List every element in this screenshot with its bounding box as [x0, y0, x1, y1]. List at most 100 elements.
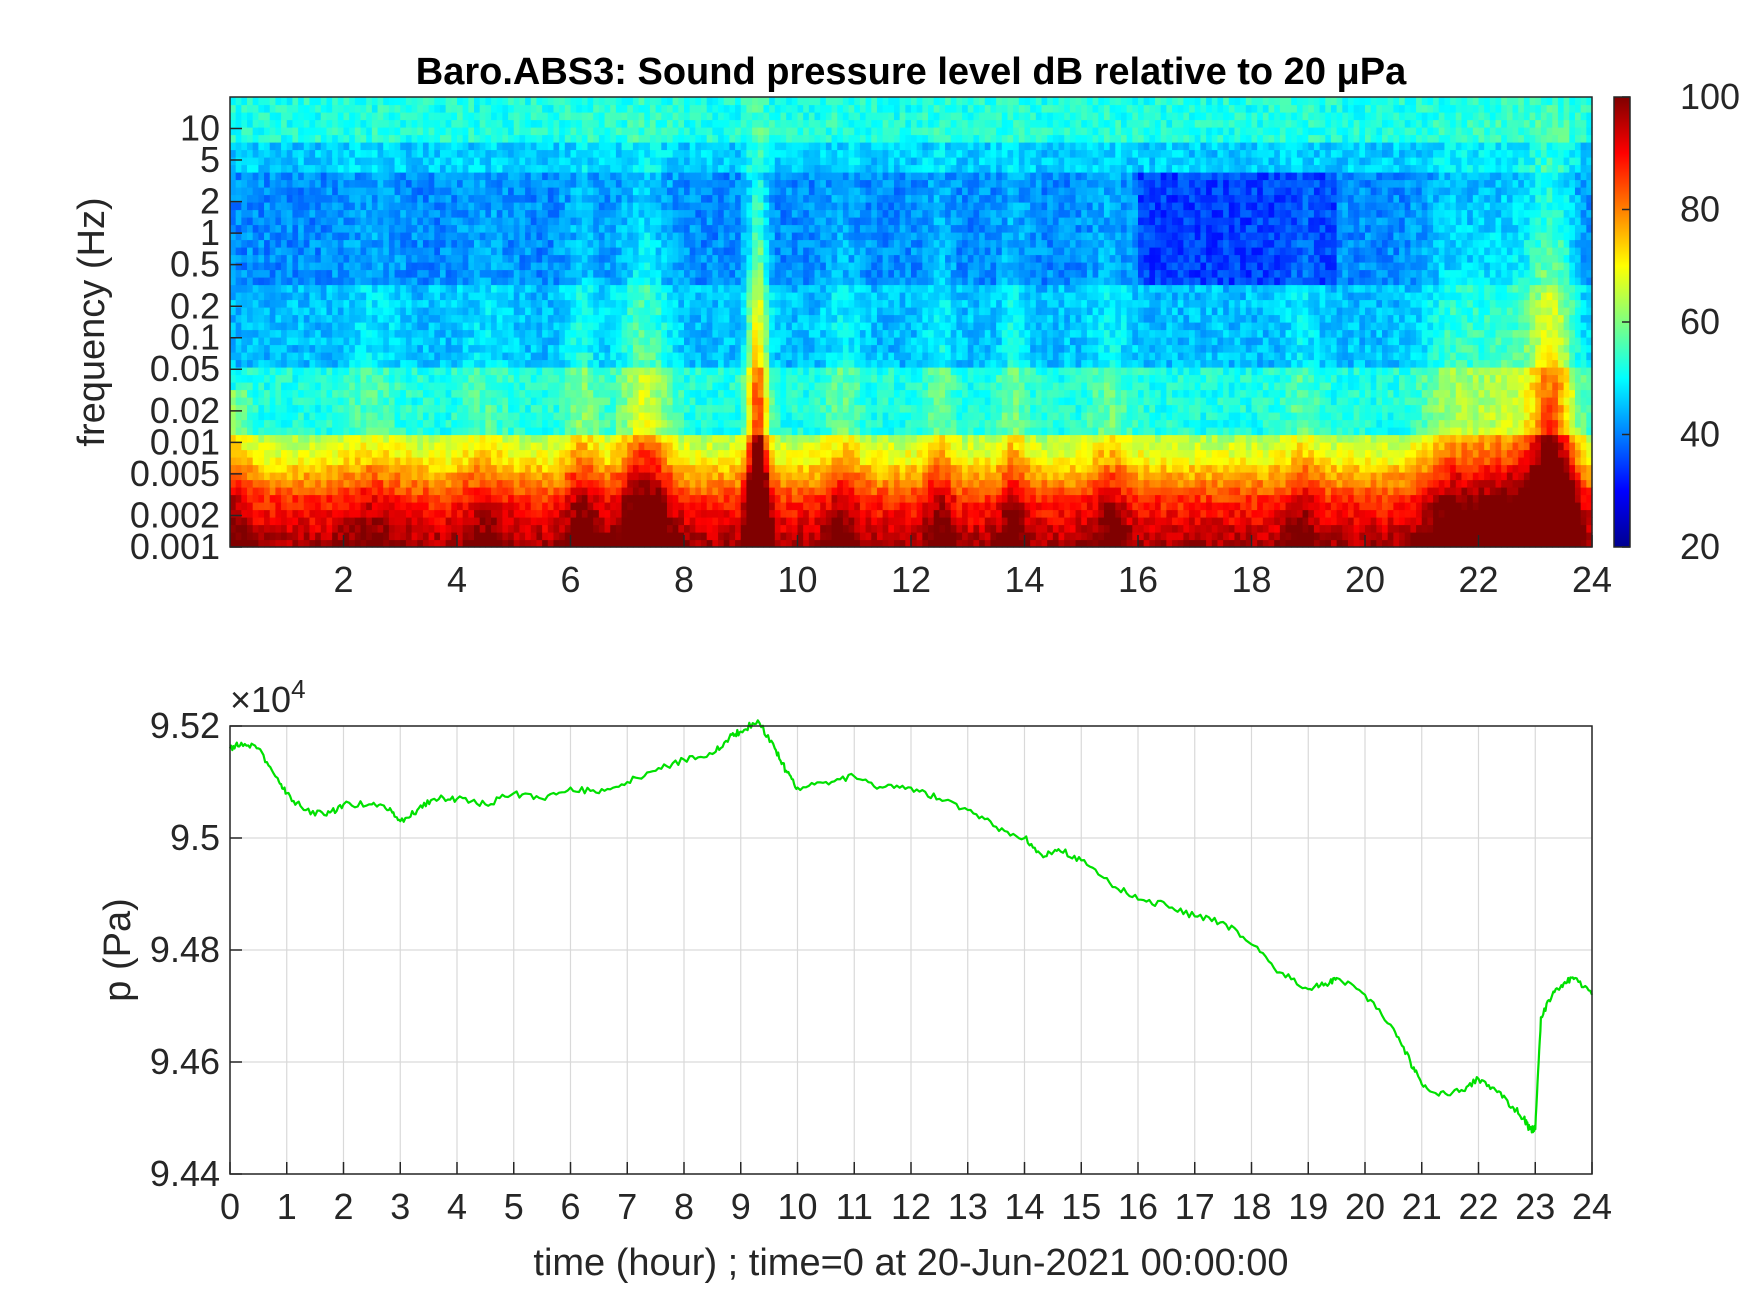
spectrogram-cell [496, 299, 503, 308]
spectrogram-cell [434, 172, 441, 181]
spectrogram-cell [332, 344, 339, 353]
spectrogram-cell [553, 209, 560, 218]
spectrogram-cell [474, 329, 481, 338]
spectrogram-cell [298, 397, 305, 406]
spectrogram-cell [598, 322, 606, 331]
spectrogram-cell [474, 104, 481, 113]
spectrogram-cell [479, 434, 486, 443]
spectrogram-cell [252, 307, 259, 316]
spectrogram-cell [411, 299, 418, 308]
spectrogram-cell [581, 434, 589, 443]
spectrogram-cell [371, 187, 379, 196]
spectrogram-cell [513, 127, 521, 136]
spectrogram-cell [241, 517, 248, 526]
spectrogram-cell [581, 142, 589, 151]
spectrogram-cell [542, 142, 549, 151]
spectrogram-cell [417, 239, 424, 248]
spectrogram-cell [513, 292, 521, 301]
spectrogram-cell [337, 322, 345, 331]
spectrogram-cell [371, 502, 379, 511]
spectrogram-cell [275, 119, 282, 128]
spectrogram-cell [542, 419, 549, 428]
spectrogram-cell [678, 104, 685, 113]
spectrogram-cell [445, 404, 452, 413]
spectrogram-cell [422, 412, 430, 421]
spectrogram-cell [474, 179, 481, 188]
spectrogram-cell [530, 374, 538, 383]
spectrogram-cell [371, 104, 379, 113]
spectrogram-cell [621, 374, 628, 383]
spectrogram-cell [388, 262, 396, 271]
spectrogram-cell [247, 404, 254, 413]
spectrogram-cell [513, 149, 521, 158]
spectrogram-cell [428, 382, 435, 391]
spectrogram-cell [632, 202, 640, 211]
spectrogram-cell [286, 352, 294, 361]
spectrogram-cell [457, 202, 464, 211]
spectrogram-cell [354, 457, 362, 466]
spectrogram-cell [326, 472, 333, 481]
spectrogram-cell [621, 149, 628, 158]
spectrogram-cell [354, 374, 362, 383]
spectrogram-cell [604, 329, 611, 338]
spectrogram-cell [649, 284, 657, 293]
spectrogram-cell [457, 532, 464, 541]
spectrogram-cell [298, 232, 305, 241]
spectrogram-cell [496, 374, 503, 383]
spectrogram-cell [644, 344, 651, 353]
spectrogram-cell [230, 194, 237, 203]
spectrogram-cell [377, 262, 384, 271]
spectrogram-cell [615, 524, 623, 533]
spectrogram-cell [439, 457, 447, 466]
spectrogram-cell [332, 524, 339, 533]
spectrogram-cell [462, 359, 469, 368]
spectrogram-cell [587, 457, 594, 466]
spectrogram-cell [388, 322, 396, 331]
spectrogram-cell [303, 142, 311, 151]
spectrogram-cell [519, 322, 526, 331]
spectrogram-cell [411, 502, 418, 511]
spectrogram-cell [292, 112, 299, 121]
spectrogram-cell [536, 502, 543, 511]
spectrogram-cell [587, 322, 594, 331]
spectrogram-cell [309, 352, 316, 361]
spectrogram-cell [349, 232, 356, 241]
spectrogram-cell [587, 487, 594, 496]
spectrogram-cell [559, 262, 566, 271]
spectrogram-cell [604, 389, 611, 398]
spectrogram-cell [587, 142, 594, 151]
spectrogram-cell [383, 202, 390, 211]
spectrogram-cell [303, 254, 311, 263]
spectrogram-cell [655, 314, 662, 323]
spectrogram-cell [655, 494, 662, 503]
spectrogram-cell [593, 247, 600, 256]
spectrogram-cell [326, 239, 333, 248]
spectrogram-cell [649, 464, 657, 473]
spectrogram-cell [678, 464, 685, 473]
spectrogram-cell [474, 187, 481, 196]
spectrogram-cell [627, 232, 634, 241]
spectrogram-cell [615, 134, 623, 143]
spectrogram-cell [383, 502, 390, 511]
spectrogram-cell [689, 269, 696, 278]
spectrogram-cell [332, 494, 339, 503]
spectrogram-cell [530, 112, 538, 121]
spectrogram-cell [264, 374, 271, 383]
spectrogram-cell [581, 404, 589, 413]
spectrogram-cell [689, 322, 696, 331]
spectrogram-cell [428, 254, 435, 263]
spectrogram-cell [570, 539, 577, 548]
spectrogram-cell [400, 464, 407, 473]
spectrogram-cell [678, 164, 685, 173]
spectrogram-cell [264, 247, 271, 256]
spectrogram-cell [422, 434, 430, 443]
spectrogram-cell [559, 254, 566, 263]
spectrogram-cell [615, 502, 623, 511]
spectrogram-cell [666, 412, 674, 421]
spectrogram-cell [502, 232, 509, 241]
spectrogram-cell [281, 374, 288, 383]
spectrogram-cell [388, 157, 396, 166]
spectrogram-cell [547, 157, 555, 166]
spectrogram-cell [417, 539, 424, 548]
spectrogram-cell [230, 472, 237, 481]
